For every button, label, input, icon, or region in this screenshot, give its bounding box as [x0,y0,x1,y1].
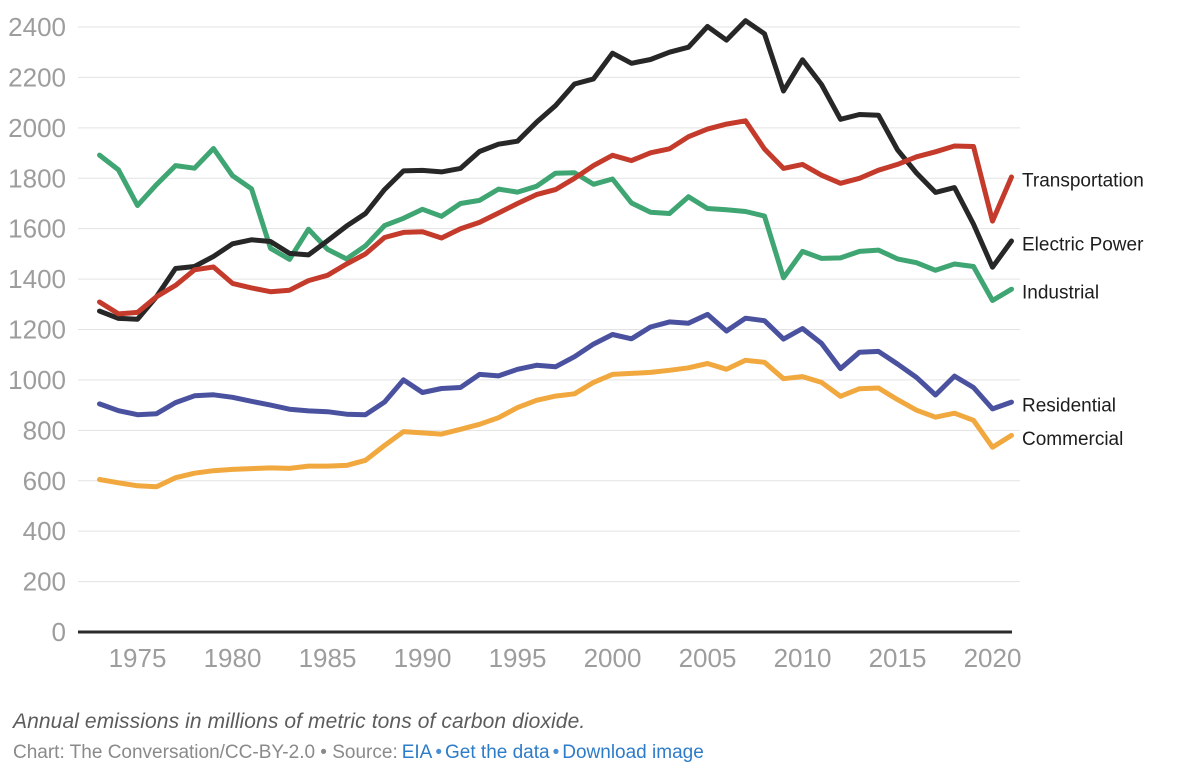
x-tick-label: 1990 [394,643,452,673]
x-tick-label: 2000 [584,643,642,673]
y-tick-label: 2000 [8,113,66,143]
series-line-electric-power [97,18,1014,322]
y-tick-label: 600 [23,466,66,496]
chart-credit-line: Chart: The Conversation/CC-BY-2.0 • Sour… [13,742,1180,764]
y-tick-label: 1000 [8,365,66,395]
source-link[interactable]: EIA [401,742,433,763]
x-axis-tick-labels: 1975 1980 1985 1990 1995 2000 2005 2010 2015 2020 [109,643,1022,673]
series-line-commercial [97,357,1014,490]
x-tick-label: 2010 [774,643,832,673]
y-tick-label: 400 [23,516,66,546]
y-tick-label: 2200 [8,62,66,92]
chart-caption: Annual emissions in millions of metric t… [13,710,586,733]
x-tick-label: 1985 [299,643,357,673]
y-axis-tick-labels: 0 200 400 600 800 1000 1200 1400 1600 1800 2000 220… [8,12,66,647]
y-tick-label: 1200 [8,315,66,345]
x-tick-label: 1980 [204,643,262,673]
credit-prefix: Chart: The Conversation/CC-BY-2.0 • Sour… [13,742,398,763]
link-separator: • [435,742,443,763]
emissions-line-chart: 0 200 400 600 800 1000 1200 1400 1600 1800 2000 220… [8,12,1144,673]
y-tick-label: 2400 [8,12,66,42]
get-the-data-link[interactable]: Get the data [445,742,550,763]
x-tick-label: 2015 [869,643,927,673]
download-image-link[interactable]: Download image [562,742,704,763]
x-tick-label: 1975 [109,643,167,673]
y-tick-label: 1400 [8,264,66,294]
series-label-residential: Residential [1022,396,1116,417]
series-line-industrial [97,146,1014,303]
x-tick-label: 2005 [679,643,737,673]
link-separator: • [552,742,560,763]
y-tick-label: 1600 [8,214,66,244]
series-label-electric-power: Electric Power [1022,235,1144,256]
series-label-transportation: Transportation [1022,170,1144,191]
x-tick-label: 1995 [489,643,547,673]
y-tick-label: 1800 [8,163,66,193]
series-line-transportation [97,118,1014,317]
y-tick-label: 800 [23,415,66,445]
series-label-industrial: Industrial [1022,283,1099,304]
y-tick-label: 200 [23,567,66,597]
series-label-commercial: Commercial [1022,429,1123,450]
x-tick-label: 2020 [964,643,1022,673]
y-tick-label: 0 [52,617,66,647]
series-lines-layer [97,18,1014,490]
series-line-residential [97,311,1014,418]
series-end-labels: Industrial Electric Power Residential Comme… [1022,170,1144,449]
